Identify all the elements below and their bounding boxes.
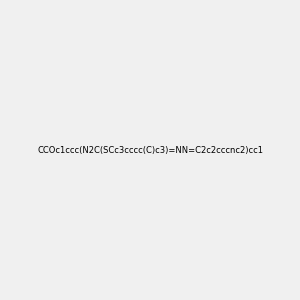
Text: CCOc1ccc(N2C(SCc3cccc(C)c3)=NN=C2c2cccnc2)cc1: CCOc1ccc(N2C(SCc3cccc(C)c3)=NN=C2c2cccnc… xyxy=(37,146,263,154)
